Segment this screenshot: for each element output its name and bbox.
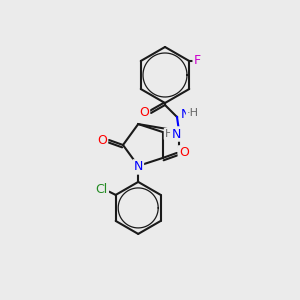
Text: O: O xyxy=(97,134,107,146)
Text: N: N xyxy=(180,109,190,122)
Text: N: N xyxy=(134,160,143,173)
Text: ·H: ·H xyxy=(187,108,199,118)
Text: F: F xyxy=(194,55,201,68)
Text: O: O xyxy=(139,106,149,119)
Text: Cl: Cl xyxy=(96,183,108,196)
Text: H: H xyxy=(165,129,173,139)
Text: N: N xyxy=(171,128,181,140)
Text: O: O xyxy=(179,146,189,159)
